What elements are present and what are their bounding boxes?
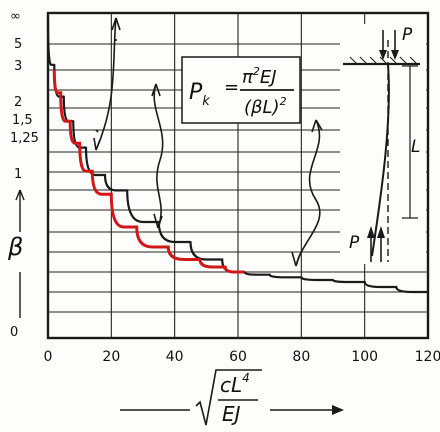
length-label: L <box>411 137 420 157</box>
inset-hatching <box>349 56 418 65</box>
y-tick-label: 1 <box>14 167 22 182</box>
load-label-top: P <box>402 25 413 45</box>
x-label-denominator: EJ <box>222 402 241 426</box>
sqrt-sign <box>195 369 262 426</box>
column-inset: P P L <box>340 24 426 264</box>
column-sketches <box>93 17 323 267</box>
x-axis-label: cL4 EJ <box>120 369 344 426</box>
y-tick-label: 1,5 <box>12 113 33 128</box>
load-arrowhead-top-2 <box>391 50 399 60</box>
x-tick-labels: 0 20 40 60 80 100 120 <box>44 349 440 365</box>
formula-numerator: π2EJ <box>242 65 277 88</box>
y-tick-label: 0 <box>10 325 18 340</box>
beta-axis-arrow <box>15 189 25 318</box>
x-tick-label: 40 <box>166 349 184 365</box>
load-arrowhead-bottom-1 <box>367 226 375 238</box>
y-axis-label: β <box>7 233 23 261</box>
sketch-column-2 <box>151 83 164 229</box>
sketch-column-1 <box>93 17 121 151</box>
load-arrowhead-top-1 <box>379 50 387 60</box>
x-tick-label: 100 <box>351 349 378 365</box>
x-label-arrowhead <box>332 405 344 415</box>
x-tick-label: 20 <box>102 349 120 365</box>
y-tick-labels: 0 β 1 1,25 1,5 2 3 5 ∞ <box>7 9 39 340</box>
x-tick-label: 0 <box>44 349 53 365</box>
y-tick-label: 3 <box>14 59 22 74</box>
y-tick-label: 5 <box>14 37 22 52</box>
y-tick-label: 1,25 <box>10 131 39 146</box>
formula-box: Pk = π2EJ (βL)2 <box>181 56 301 124</box>
formula-denominator: (βL)2 <box>244 95 287 118</box>
load-label-bottom: P <box>349 233 360 253</box>
x-tick-label: 120 <box>415 349 440 365</box>
x-tick-label: 80 <box>292 349 310 365</box>
series-line-2 <box>52 69 245 274</box>
x-label-numerator: cL4 <box>220 371 250 397</box>
curves <box>46 17 430 294</box>
formula-lhs: Pk <box>189 80 210 109</box>
sketch-column-3 <box>291 119 323 267</box>
formula-equals: = <box>224 77 239 98</box>
load-arrowhead-bottom-2 <box>377 226 385 238</box>
y-tick-label: ∞ <box>10 9 21 24</box>
deflected-column <box>371 63 390 257</box>
y-tick-label: 2 <box>14 95 22 110</box>
x-tick-label: 60 <box>229 349 247 365</box>
